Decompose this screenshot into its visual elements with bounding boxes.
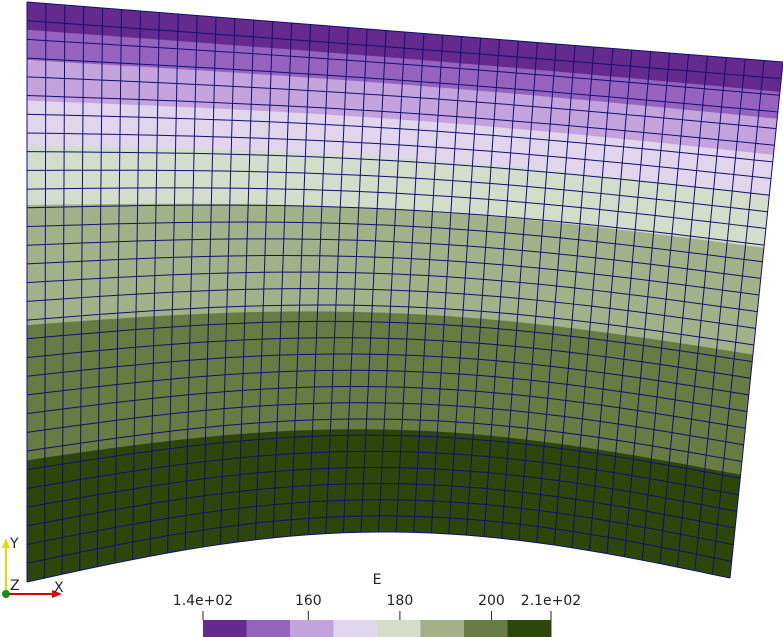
- colorbar-tick-label: 2.1e+02: [521, 593, 581, 609]
- mesh-line: [96, 7, 104, 567]
- mesh-line: [167, 13, 179, 553]
- mesh-line: [149, 12, 160, 557]
- colorbar-swatch: [377, 620, 421, 637]
- mesh-line: [641, 54, 689, 561]
- colorbar-swatch: [203, 620, 247, 637]
- mesh-line: [430, 36, 463, 534]
- mesh-line: [325, 27, 349, 534]
- mesh-line: [272, 22, 293, 538]
- mesh-line: [378, 31, 406, 533]
- colorbar-title: E: [373, 572, 382, 588]
- mesh-line: [254, 21, 274, 540]
- colorbar-swatch: [333, 620, 378, 637]
- mesh-line: [61, 4, 66, 575]
- mesh-line: [114, 9, 122, 564]
- mesh-line: [131, 10, 141, 560]
- mesh-band: [27, 203, 764, 365]
- mesh-line: [44, 3, 47, 579]
- colorbar-swatch: [290, 620, 334, 637]
- z-axis-dot: [2, 590, 10, 598]
- colorbar-swatch: [464, 620, 508, 637]
- colorbar-swatch: [507, 620, 552, 637]
- mesh: [26, 1, 783, 583]
- mesh-line: [536, 45, 576, 543]
- mesh-line: [729, 61, 783, 579]
- mesh-line: [571, 48, 614, 548]
- colorbar-tick-label: 200: [478, 593, 505, 609]
- mesh-line: [501, 42, 538, 539]
- y-arrow-head: [2, 538, 10, 548]
- colorbar-swatch: [246, 620, 291, 637]
- mesh-line: [465, 39, 500, 536]
- mesh-line: [307, 25, 330, 535]
- y-axis-label: Y: [9, 536, 19, 552]
- x-arrow-head: [52, 590, 62, 598]
- x-axis-label: X: [54, 580, 64, 596]
- mesh-line: [606, 51, 652, 554]
- colorbar-tick-label: 1.4e+02: [173, 593, 233, 609]
- mesh-line: [395, 33, 425, 533]
- mesh-line: [553, 46, 595, 546]
- mesh-band: [27, 311, 753, 486]
- mesh-line: [360, 30, 387, 533]
- mesh-line: [659, 55, 708, 564]
- mesh-line: [184, 15, 198, 550]
- mesh-line: [518, 43, 557, 541]
- mesh-line: [711, 60, 765, 575]
- mesh-band: [27, 429, 741, 582]
- colorbar-tick-label: 180: [387, 593, 414, 609]
- colorbar-tick-label: 160: [295, 593, 322, 609]
- mesh-line: [588, 49, 633, 551]
- colorbar: 1.4e+02 160 180 200 2.1e+02: [173, 593, 581, 637]
- mesh-line: [413, 34, 444, 533]
- mesh-line: [483, 40, 519, 537]
- colorbar-swatch: [420, 620, 465, 637]
- mesh-line: [676, 57, 727, 568]
- mesh-line: [448, 37, 482, 534]
- axes-triad: Y X Z: [2, 536, 64, 598]
- mesh-line: [342, 28, 368, 533]
- mesh-line: [219, 18, 236, 545]
- mesh-line: [624, 52, 671, 557]
- mesh-line: [202, 16, 217, 548]
- mesh-line: [237, 19, 255, 542]
- mesh-line: [290, 24, 311, 537]
- z-axis-label: Z: [10, 578, 20, 594]
- mesh-line: [694, 58, 746, 571]
- mesh-line: [79, 6, 85, 571]
